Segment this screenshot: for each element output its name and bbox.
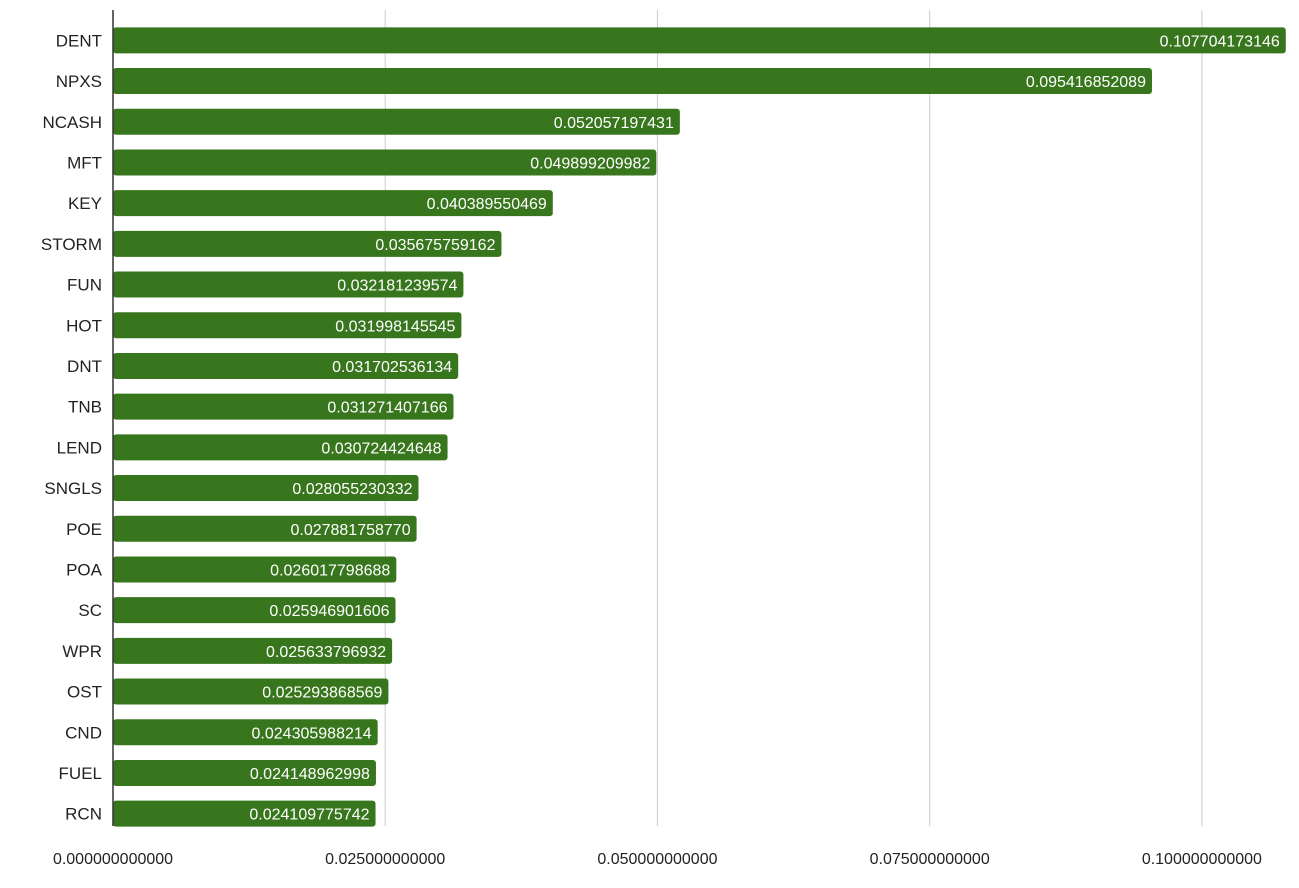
bar bbox=[113, 352, 459, 379]
bars bbox=[113, 27, 1286, 827]
category-label: POE bbox=[66, 520, 102, 539]
value-label: 0.025633796932 bbox=[266, 644, 386, 661]
bar bbox=[113, 475, 419, 502]
bar bbox=[113, 190, 553, 217]
category-label: SC bbox=[78, 601, 102, 620]
category-label: MFT bbox=[67, 153, 102, 172]
x-axis-tick-labels: 0.000000000000 0.025000000000 0.0500000000… bbox=[53, 851, 1262, 868]
x-tick-label: 0.025000000000 bbox=[325, 851, 445, 868]
category-label: DNT bbox=[67, 357, 102, 376]
category-label: DENT bbox=[56, 31, 102, 50]
bar bbox=[113, 719, 378, 746]
category-label: NCASH bbox=[42, 113, 102, 132]
value-label: 0.024109775742 bbox=[249, 807, 369, 824]
category-label: KEY bbox=[68, 194, 102, 213]
category-label: NPXS bbox=[56, 72, 102, 91]
value-label: 0.024305988214 bbox=[252, 725, 372, 742]
category-label: HOT bbox=[66, 316, 102, 335]
bar bbox=[113, 597, 396, 624]
value-label: 0.095416852089 bbox=[1026, 74, 1146, 91]
x-tick-label: 0.075000000000 bbox=[870, 851, 990, 868]
bar bbox=[113, 759, 376, 786]
bar bbox=[113, 271, 464, 298]
bar bbox=[113, 434, 448, 461]
bar bbox=[113, 68, 1152, 95]
category-label: WPR bbox=[62, 642, 102, 661]
bar bbox=[113, 312, 462, 339]
value-label: 0.035675759162 bbox=[375, 237, 495, 254]
bar bbox=[113, 393, 454, 420]
x-tick-label: 0.050000000000 bbox=[597, 851, 717, 868]
bar bbox=[113, 637, 393, 664]
category-label: OST bbox=[67, 683, 102, 702]
value-label: 0.031702536134 bbox=[332, 359, 452, 376]
bar bbox=[113, 800, 376, 827]
value-label: 0.025293868569 bbox=[262, 685, 382, 702]
value-labels: 0.107704173146 0.095416852089 0.0520571974… bbox=[249, 33, 1279, 823]
category-labels: DENT NPXS NCASH MFT KEY STORM FUN HOT DNT TNB LEND… bbox=[41, 31, 103, 823]
value-label: 0.025946901606 bbox=[269, 603, 389, 620]
value-label: 0.032181239574 bbox=[337, 278, 457, 295]
value-label: 0.031998145545 bbox=[335, 318, 455, 335]
value-label: 0.049899209982 bbox=[530, 155, 650, 172]
value-label: 0.028055230332 bbox=[292, 481, 412, 498]
category-label: FUN bbox=[67, 276, 102, 295]
category-label: STORM bbox=[41, 235, 102, 254]
bar bbox=[113, 230, 502, 257]
value-label: 0.040389550469 bbox=[427, 196, 547, 213]
bar bbox=[113, 149, 657, 176]
bar bbox=[113, 27, 1286, 54]
category-label: TNB bbox=[68, 398, 102, 417]
category-label: POA bbox=[66, 560, 103, 579]
value-label: 0.107704173146 bbox=[1160, 33, 1280, 50]
category-label: SNGLS bbox=[44, 479, 102, 498]
category-label: RCN bbox=[65, 805, 102, 824]
bar bbox=[113, 108, 680, 135]
x-tick-label: 0.100000000000 bbox=[1142, 851, 1262, 868]
x-tick-label: 0.000000000000 bbox=[53, 851, 173, 868]
category-label: CND bbox=[65, 723, 102, 742]
category-label: FUEL bbox=[59, 764, 102, 783]
bar bbox=[113, 515, 417, 542]
value-label: 0.026017798688 bbox=[270, 562, 390, 579]
value-label: 0.030724424648 bbox=[321, 440, 441, 457]
value-label: 0.031271407166 bbox=[327, 400, 447, 417]
category-label: LEND bbox=[57, 438, 102, 457]
bar bbox=[113, 678, 389, 705]
value-label: 0.052057197431 bbox=[554, 115, 674, 132]
value-label: 0.027881758770 bbox=[290, 522, 410, 539]
value-label: 0.024148962998 bbox=[250, 766, 370, 783]
bar bbox=[113, 556, 397, 583]
